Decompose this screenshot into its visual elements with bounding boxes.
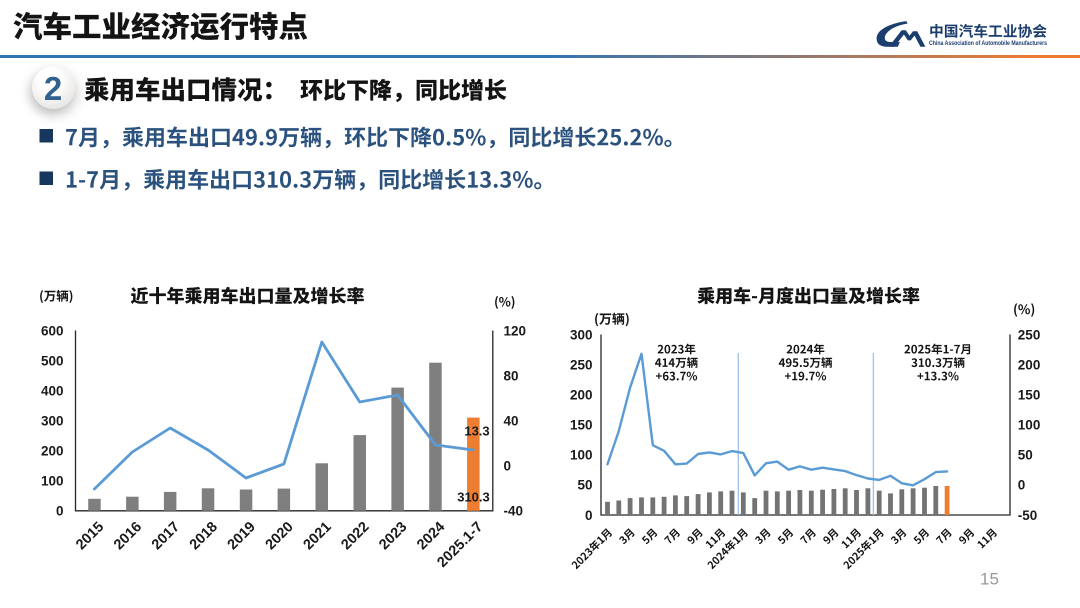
svg-text:250: 250	[570, 357, 593, 372]
svg-text:150: 150	[1018, 388, 1041, 403]
svg-text:500: 500	[41, 353, 64, 368]
svg-text:13.3: 13.3	[464, 424, 489, 439]
svg-text:40: 40	[504, 413, 519, 428]
svg-text:-40: -40	[504, 504, 524, 519]
svg-text:100: 100	[41, 474, 64, 489]
svg-text:2019: 2019	[225, 519, 259, 553]
svg-text:250: 250	[1018, 327, 1041, 342]
svg-text:0: 0	[56, 504, 64, 519]
svg-text:150: 150	[570, 418, 593, 433]
svg-text:2022: 2022	[338, 519, 372, 553]
svg-text:80: 80	[504, 368, 519, 383]
svg-text:0: 0	[504, 459, 512, 474]
svg-text:200: 200	[570, 388, 593, 403]
svg-text:400: 400	[41, 383, 64, 398]
svg-text:300: 300	[41, 413, 64, 428]
svg-text:600: 600	[41, 323, 64, 338]
svg-text:100: 100	[1018, 418, 1041, 433]
svg-text:-50: -50	[1018, 508, 1038, 523]
svg-text:2021: 2021	[300, 519, 334, 553]
svg-text:2015: 2015	[73, 519, 107, 553]
svg-text:2016: 2016	[111, 519, 145, 553]
svg-text:310.3: 310.3	[457, 490, 490, 505]
svg-text:200: 200	[41, 444, 64, 459]
svg-text:China Association of Automobil: China Association of Automobile Manufact…	[929, 40, 1047, 47]
svg-text:2024: 2024	[414, 519, 448, 553]
svg-text:300: 300	[570, 327, 593, 342]
svg-text:2017: 2017	[149, 519, 183, 553]
svg-text:120: 120	[504, 323, 527, 338]
svg-text:50: 50	[577, 478, 592, 493]
svg-text:50: 50	[1018, 448, 1033, 463]
svg-text:100: 100	[570, 448, 593, 463]
svg-text:0: 0	[1018, 478, 1026, 493]
svg-text:0: 0	[585, 508, 593, 523]
svg-text:2018: 2018	[187, 519, 221, 553]
svg-text:15: 15	[980, 570, 999, 589]
svg-text:2023: 2023	[376, 519, 410, 553]
svg-text:200: 200	[1018, 357, 1041, 372]
svg-text:2020: 2020	[263, 519, 297, 553]
